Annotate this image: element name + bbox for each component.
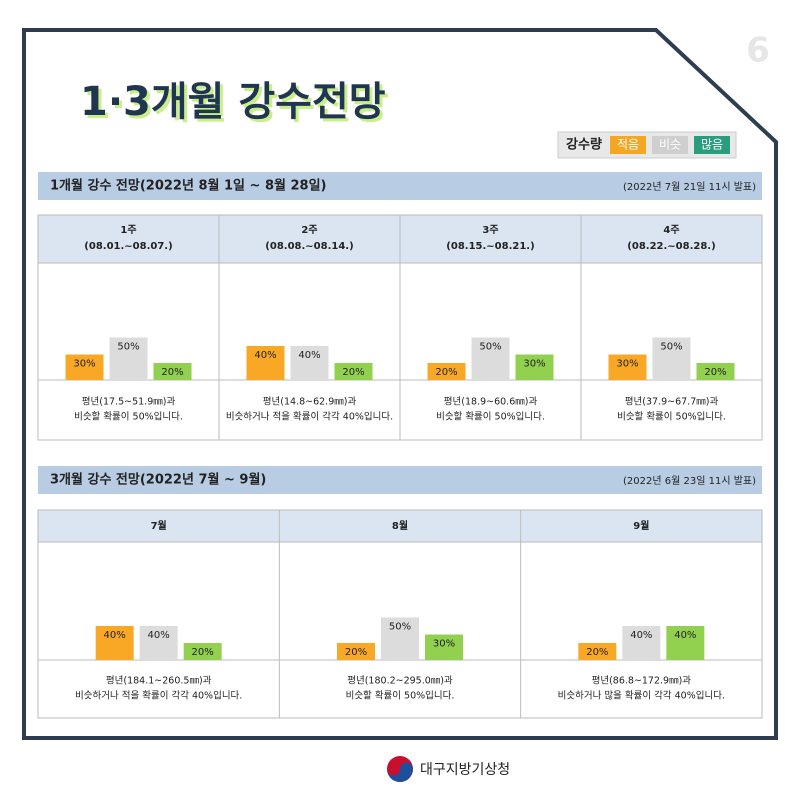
- bar: [425, 634, 463, 660]
- page-number: 6: [746, 31, 770, 71]
- panel-caption: 평년(184.1~260.5㎜)과: [106, 676, 212, 687]
- bar: [427, 363, 466, 380]
- bar-label: 20%: [704, 367, 726, 378]
- panel-caption: 비슷하거나 많을 확률이 각각 40%입니다.: [558, 690, 725, 702]
- panel-caption: 평년(86.8~172.9㎜)과: [592, 676, 692, 687]
- bar: [246, 346, 285, 380]
- bar: [183, 643, 222, 660]
- bar: [622, 626, 661, 660]
- section-title: 3개월 강수 전망(2022년 7월 ~ 9월): [50, 472, 266, 488]
- panel-caption: 평년(37.9~67.7㎜)과: [625, 397, 719, 408]
- bar-label: 50%: [660, 342, 682, 353]
- bar: [95, 626, 134, 660]
- panel-subtitle: (08.15.~08.21.): [446, 241, 534, 252]
- panel-subtitle: (08.08.~08.14.): [265, 241, 353, 252]
- bar: [515, 354, 554, 380]
- panel-caption: 비슷할 확률이 50%입니다.: [436, 411, 545, 423]
- panel-caption: 비슷할 확률이 50%입니다.: [74, 411, 183, 423]
- bar: [109, 337, 148, 380]
- panel-title: 2주: [301, 224, 317, 236]
- bar-label: 30%: [523, 359, 545, 370]
- panel-title: 4주: [663, 224, 679, 236]
- bar: [334, 363, 373, 380]
- panel-title: 3주: [482, 224, 498, 236]
- bar-label: 50%: [117, 342, 139, 353]
- table-border: [37, 509, 763, 719]
- bar-label: 40%: [630, 630, 652, 641]
- bar-label: 50%: [479, 342, 501, 353]
- panel-caption: 평년(14.8~62.9㎜)과: [263, 397, 357, 408]
- panel-title: 7월: [151, 520, 167, 532]
- bar: [652, 337, 691, 380]
- legend-swatch: [694, 136, 730, 154]
- legend-label: 비슷: [659, 138, 681, 152]
- panel-title: 1주: [120, 224, 136, 236]
- bar: [608, 354, 647, 380]
- panel-title: 8월: [392, 520, 408, 532]
- panel-caption: 평년(17.5~51.9㎜)과: [82, 397, 176, 408]
- section-title: 1개월 강수 전망(2022년 8월 1일 ~ 8월 28일): [50, 178, 326, 194]
- bar-label: 20%: [586, 647, 608, 658]
- logo-blue: [387, 762, 413, 782]
- bar-label: 30%: [616, 359, 638, 370]
- panel-caption: 비슷하거나 적을 확률이 각각 40%입니다.: [226, 411, 393, 423]
- bar-label: 50%: [389, 622, 411, 633]
- legend-label: 많음: [701, 138, 723, 152]
- bar-label: 40%: [104, 630, 126, 641]
- panel-subtitle: (08.01.~08.07.): [84, 241, 172, 252]
- bar: [578, 643, 617, 660]
- legend-swatch: [652, 136, 688, 154]
- bar-label: 40%: [148, 630, 170, 641]
- bar: [153, 363, 192, 380]
- bar: [139, 626, 178, 660]
- title-shadow: 1·3개월 강수전망: [83, 82, 389, 128]
- panel-subtitle: (08.22.~08.28.): [627, 241, 715, 252]
- panel-title: 9월: [633, 520, 649, 532]
- bar: [65, 354, 104, 380]
- bar-label: 20%: [192, 647, 214, 658]
- bar: [381, 617, 419, 660]
- section-header: [38, 466, 762, 494]
- table-header-bg: [38, 510, 762, 542]
- legend-label: 적음: [617, 138, 639, 152]
- legend-swatch: [610, 136, 646, 154]
- panel-caption: 평년(180.2~295.0㎜)과: [347, 676, 453, 687]
- bar: [337, 643, 375, 660]
- panel-caption: 비슷할 확률이 50%입니다.: [346, 690, 455, 702]
- bar: [666, 626, 705, 660]
- footer-text: 대구지방기상청: [420, 762, 510, 778]
- legend-title: 강수량: [566, 137, 602, 153]
- panel-caption: 평년(18.9~60.6㎜)과: [444, 397, 538, 408]
- bar-label: 20%: [161, 367, 183, 378]
- bar-label: 30%: [73, 359, 95, 370]
- bar-label: 30%: [433, 639, 455, 650]
- bar-label: 40%: [674, 630, 696, 641]
- section-header: [38, 172, 762, 200]
- section-note: (2022년 7월 21일 11시 발표): [623, 181, 756, 193]
- bar: [290, 346, 329, 380]
- bar: [471, 337, 510, 380]
- title: 1·3개월 강수전망: [80, 79, 386, 125]
- panel-caption: 비슷할 확률이 50%입니다.: [617, 411, 726, 423]
- bar-label: 40%: [298, 350, 320, 361]
- section-note: (2022년 6월 23일 11시 발표): [623, 475, 756, 487]
- bar-label: 20%: [345, 647, 367, 658]
- panel-caption: 비슷하거나 적을 확률이 각각 40%입니다.: [75, 690, 242, 702]
- bar: [696, 363, 735, 380]
- bar-label: 20%: [435, 367, 457, 378]
- bar-label: 40%: [254, 350, 276, 361]
- bar-label: 20%: [342, 367, 364, 378]
